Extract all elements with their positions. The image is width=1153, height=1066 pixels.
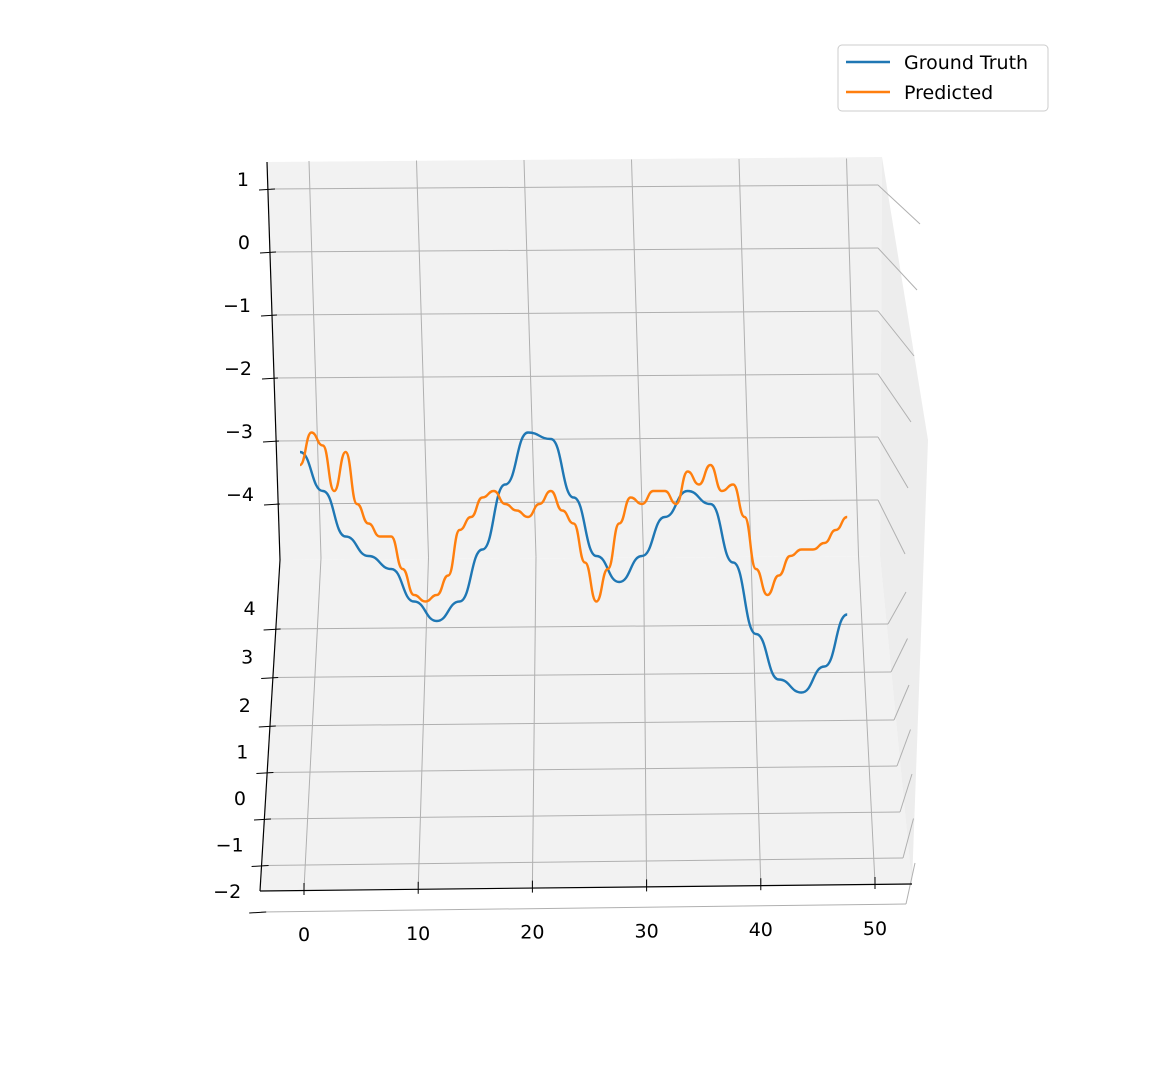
grid-z-5: [270, 184, 879, 190]
z-tick-label-5: 1: [237, 169, 249, 191]
grid-y-side-5: [890, 638, 908, 673]
series-line-ground-truth: [299, 431, 848, 694]
grid-x-floor-2: [531, 556, 537, 887]
grid-x-wall-3: [631, 159, 644, 557]
z-tick-3: [260, 314, 278, 317]
grid-x-wall-4: [738, 158, 752, 556]
grid-z-0: [275, 499, 879, 505]
grid-x-wall-5: [846, 158, 859, 556]
grid-y-5: [273, 671, 892, 678]
y-axis-line: [259, 559, 281, 892]
grid-y-side-2: [899, 773, 913, 813]
y-tick-6: [263, 628, 281, 631]
axis-layer: [259, 161, 913, 892]
y-tick-4: [258, 725, 276, 728]
grid-z-side-3: [877, 310, 915, 357]
z-tick-label-4: 0: [238, 232, 250, 254]
grid-y-1: [263, 857, 904, 866]
legend-label-predicted: Predicted: [904, 82, 993, 104]
grid-x-floor-5: [858, 554, 876, 884]
y-tick-label-2: 0: [234, 788, 246, 810]
grid-y-side-4: [893, 684, 910, 721]
y-tick-1: [251, 865, 269, 867]
grid-z-2: [273, 373, 879, 379]
z-tick-1: [262, 440, 280, 443]
y-tick-3: [256, 772, 274, 774]
y-tick-0: [249, 911, 267, 914]
legend-box: [837, 44, 1049, 112]
y-tick-label-5: 3: [241, 647, 253, 669]
grid-y-0: [261, 903, 907, 913]
x-tick-label-0: 0: [298, 924, 310, 946]
grid-x-wall-0: [308, 160, 322, 559]
grid-y-side-6: [887, 591, 907, 625]
x-axis-line: [259, 883, 913, 892]
legend-label-ground-truth: Ground Truth: [904, 52, 1028, 74]
grid-y-2: [265, 811, 901, 820]
grid-z-3: [272, 310, 879, 316]
grid-x-floor-0: [303, 557, 322, 890]
z-tick-2: [261, 377, 279, 380]
series-line-predicted: [299, 431, 848, 603]
grid-z-side-2: [877, 373, 912, 423]
back-pane: [267, 157, 882, 560]
z-tick-label-2: −2: [224, 358, 252, 380]
legend: Ground Truth Predicted: [837, 44, 1049, 112]
y-tick-label-0: −2: [213, 881, 241, 903]
floor-pane: [260, 556, 912, 891]
z-tick-label-1: −3: [225, 421, 253, 443]
x-tick-label-5: 50: [863, 918, 887, 940]
z-tick-5: [258, 188, 276, 191]
grid-x-floor-3: [643, 556, 648, 886]
y-tick-label-1: −1: [216, 835, 244, 857]
z-axis-line: [266, 161, 281, 561]
grid-layer: [261, 158, 921, 913]
grid-z-side-4: [877, 247, 918, 291]
grid-z-4: [271, 247, 879, 253]
y-tick-label-6: 4: [244, 598, 256, 620]
series-layer: [299, 431, 848, 694]
z-tick-label-3: −1: [223, 295, 251, 317]
grid-z-1: [274, 436, 879, 442]
z-tick-label-0: −4: [226, 484, 254, 506]
x-tick-label-3: 30: [635, 920, 659, 942]
side-pane: [880, 157, 928, 884]
grid-z-side-1: [877, 436, 909, 489]
grid-y-6: [275, 623, 889, 630]
z-tick-0: [263, 503, 281, 506]
y-tick-label-3: 1: [236, 742, 248, 764]
grid-z-side-0: [877, 499, 906, 555]
y-tick-2: [253, 818, 272, 821]
x-tick-label-4: 40: [749, 919, 773, 941]
z-tick-4: [259, 251, 277, 254]
grid-x-floor-4: [750, 555, 762, 885]
grid-y-3: [268, 765, 898, 773]
grid-x-wall-2: [523, 159, 537, 557]
grid-y-side-1: [902, 818, 914, 859]
grid-y-4: [270, 719, 895, 727]
y-tick-5: [261, 677, 279, 679]
grid-z-side-5: [877, 184, 921, 225]
x-tick-label-2: 20: [520, 922, 544, 944]
grid-x-wall-1: [416, 160, 429, 558]
y-tick-label-4: 2: [239, 695, 251, 717]
x-tick-label-1: 10: [406, 923, 430, 945]
grid-y-side-3: [896, 729, 911, 767]
